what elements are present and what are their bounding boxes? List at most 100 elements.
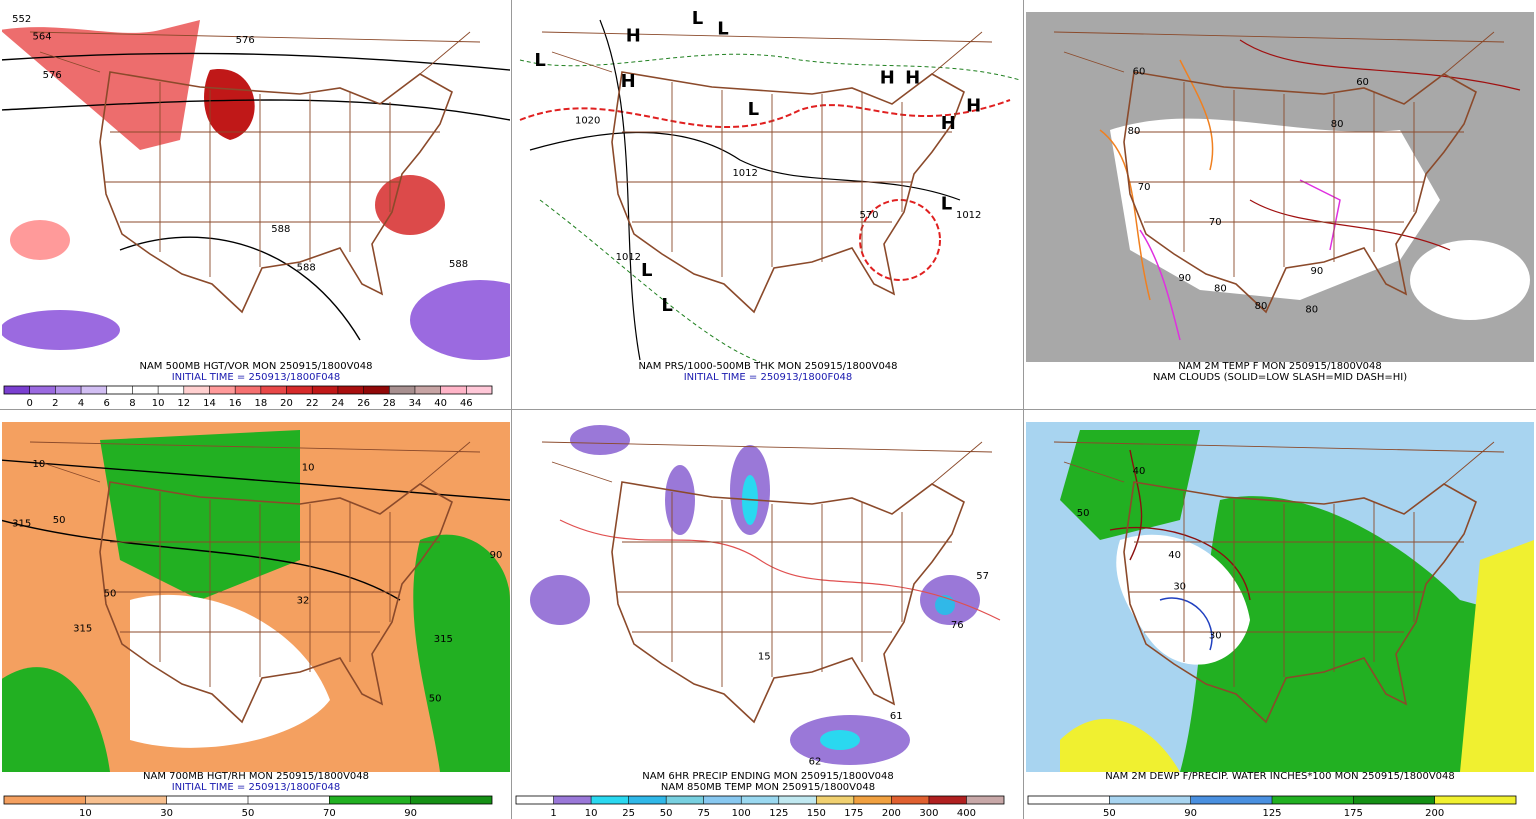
map-label: L (941, 194, 952, 215)
legend-label: 40 (434, 398, 447, 409)
map-label: 10 (302, 463, 315, 474)
legend-swatch (4, 386, 30, 394)
map-label: 588 (271, 224, 290, 235)
map-label: 80 (1128, 126, 1141, 137)
legend-label: 50 (1103, 808, 1116, 819)
legend-swatch (337, 386, 364, 394)
legend-swatch (363, 386, 390, 394)
map-pressure (514, 12, 1022, 362)
map-label: 50 (429, 694, 442, 705)
map-label: H (880, 68, 895, 89)
legend-swatch (260, 386, 287, 394)
legend-label: 8 (129, 398, 135, 409)
legend-label: 75 (697, 808, 710, 819)
map-label: 70 (1209, 217, 1222, 228)
map-label: 1012 (616, 252, 641, 263)
map-label: L (661, 295, 672, 316)
map-vorticity (2, 12, 510, 362)
legend-swatch (591, 796, 629, 804)
legend-swatch (628, 796, 667, 804)
map-precipitation (514, 422, 1022, 772)
map-label: 80 (1255, 301, 1268, 312)
legend-label: 200 (882, 808, 901, 819)
legend-swatch (741, 796, 779, 804)
map-label: 80 (1214, 284, 1227, 295)
map-label: L (748, 99, 759, 120)
map-temperature (1026, 12, 1534, 362)
legend-swatch (410, 796, 492, 804)
legend-label: 50 (242, 808, 255, 819)
map-label: L (717, 19, 728, 40)
map-label: 80 (1305, 305, 1318, 316)
legend-label: 300 (919, 808, 938, 819)
legend-swatch (553, 796, 592, 804)
legend-label: 22 (306, 398, 319, 409)
caption: NAM 2M DEWP F/PRECIP. WATER INCHES*100 M… (1105, 771, 1455, 782)
map-label: 50 (53, 515, 66, 526)
legend-label: 20 (280, 398, 293, 409)
map-label: 60 (1356, 77, 1369, 88)
legend-swatch (158, 386, 184, 394)
legend-label: 50 (660, 808, 673, 819)
legend-label: 14 (203, 398, 216, 409)
legend-swatch (928, 796, 967, 804)
legend-swatch (4, 796, 86, 804)
caption: NAM 6HR PRECIP ENDING MON 250915/1800V04… (642, 771, 894, 782)
map-relative-humidity (2, 422, 510, 772)
legend-swatch (414, 386, 441, 394)
legend-swatch (235, 386, 261, 394)
map-label: 90 (1310, 266, 1323, 277)
map-label: H (621, 71, 636, 92)
legend-label: 10 (152, 398, 165, 409)
map-label: H (941, 113, 956, 134)
map-label: 30 (1209, 631, 1222, 642)
legend-swatch (55, 386, 82, 394)
legend-swatch (1353, 796, 1435, 804)
subcaption: NAM 850MB TEMP MON 250915/1800V048 (661, 782, 875, 793)
map-label: 552 (12, 14, 31, 25)
legend-swatch (85, 796, 167, 804)
legend-swatch (703, 796, 742, 804)
map-label: 40 (1168, 550, 1181, 561)
map-label: 61 (890, 711, 903, 722)
legend-swatch (329, 796, 411, 804)
map-label: 70 (1138, 182, 1151, 193)
legend-label: 125 (769, 808, 788, 819)
legend-label: 6 (104, 398, 110, 409)
legend-label: 0 (26, 398, 32, 409)
map-label: 90 (490, 550, 503, 561)
map-label: L (641, 260, 652, 281)
legend-swatch (389, 386, 415, 394)
legend-swatch (209, 386, 236, 394)
legend-swatch (1028, 796, 1110, 804)
caption: NAM 700MB HGT/RH MON 250915/1800V048 (143, 771, 369, 782)
legend-swatch (106, 386, 133, 394)
legend-swatch (1272, 796, 1354, 804)
map-label: 50 (1077, 508, 1090, 519)
map-label: L (692, 8, 703, 29)
map-label: 76 (951, 620, 964, 631)
map-label: 80 (1331, 119, 1344, 130)
legend-label: 28 (383, 398, 396, 409)
legend-label: 30 (160, 808, 173, 819)
legend-label: 150 (807, 808, 826, 819)
legend-label: 10 (585, 808, 598, 819)
legend-swatch (29, 386, 56, 394)
map-label: 315 (434, 634, 453, 645)
legend-label: 200 (1425, 808, 1444, 819)
legend-swatch (183, 386, 210, 394)
legend-swatch (248, 796, 330, 804)
caption: NAM 500MB HGT/VOR MON 250915/1800V048 (139, 361, 372, 372)
legend-swatch (466, 386, 492, 394)
legend-swatch (132, 386, 159, 394)
subcaption: INITIAL TIME = 250913/1800F048 (172, 782, 341, 793)
legend-label: 2 (52, 398, 58, 409)
subcaption: INITIAL TIME = 250913/1800F048 (684, 372, 853, 383)
legend-label: 12 (177, 398, 190, 409)
legend-label: 90 (404, 808, 417, 819)
map-label: 588 (297, 263, 316, 274)
legend-swatch (778, 796, 817, 804)
legend-label: 26 (357, 398, 370, 409)
legend-swatch (286, 386, 313, 394)
legend-swatch (816, 796, 854, 804)
